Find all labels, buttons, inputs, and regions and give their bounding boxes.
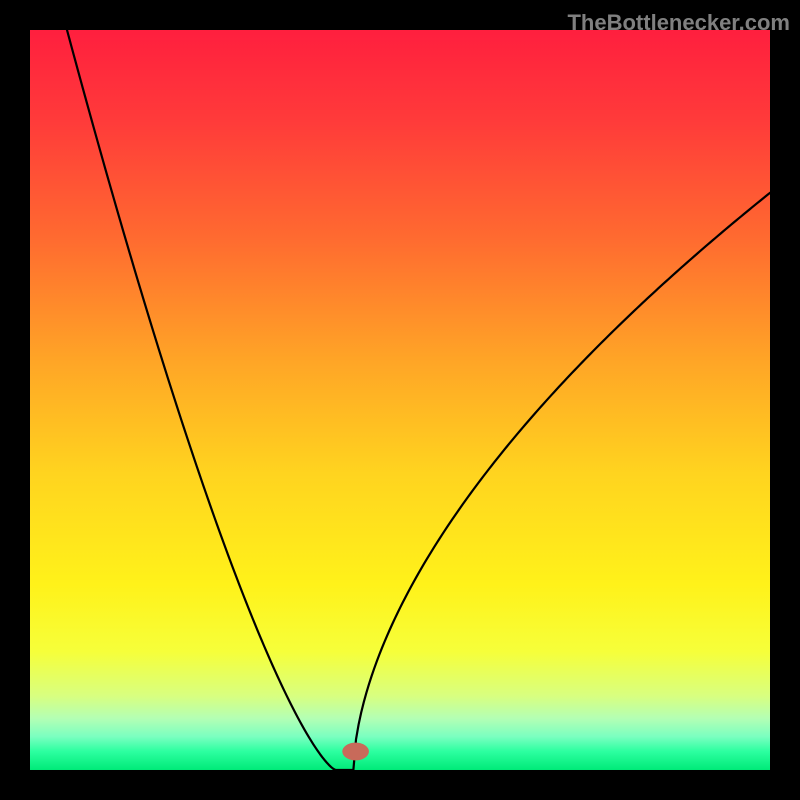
- gradient-background: [30, 30, 770, 770]
- watermark: TheBottlenecker.com: [567, 10, 790, 36]
- plot-svg: [30, 30, 770, 770]
- optimum-marker: [342, 743, 369, 761]
- plot-area: [30, 30, 770, 770]
- chart-container: TheBottlenecker.com: [0, 0, 800, 800]
